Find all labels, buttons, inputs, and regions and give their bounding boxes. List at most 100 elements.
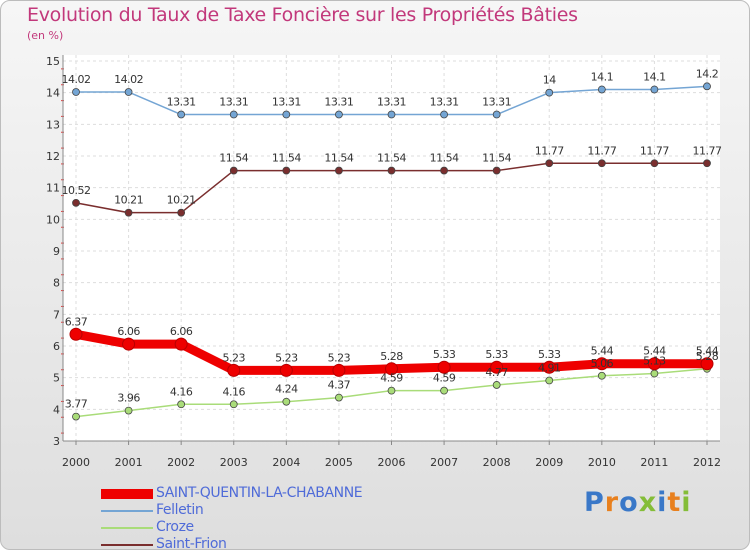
legend-label: SAINT-QUENTIN-LA-CHABANNE (156, 485, 363, 501)
data-point (227, 363, 241, 377)
data-label: 5.28 (380, 350, 403, 363)
data-point (492, 110, 501, 119)
data-label: 14.02 (62, 73, 91, 86)
data-label: 13.31 (482, 96, 511, 109)
data-label: 6.06 (117, 325, 140, 338)
data-point (72, 412, 80, 421)
data-label: 13.31 (377, 96, 406, 109)
brand-letter: t (667, 487, 682, 518)
data-label: 6.37 (65, 315, 88, 328)
data-label: 4.37 (328, 379, 351, 392)
legend-label: Saint-Frion (156, 536, 227, 550)
data-label: 6.06 (170, 325, 193, 338)
data-point (282, 166, 291, 175)
y-tick-label: 6 (53, 340, 60, 353)
x-tick-label: 2012 (693, 456, 721, 469)
data-label: 4.24 (275, 383, 298, 396)
y-tick-label: 9 (53, 245, 60, 258)
data-label: 5.33 (433, 348, 456, 361)
data-label: 11.54 (272, 152, 301, 165)
x-tick-label: 2001 (115, 456, 143, 469)
legend-swatch (101, 527, 153, 529)
data-label: 13.31 (272, 96, 301, 109)
data-point (597, 159, 606, 168)
data-point (282, 397, 291, 406)
x-tick-label: 2004 (272, 456, 300, 469)
data-point (177, 110, 186, 119)
data-point (490, 360, 504, 374)
data-label: 5.44 (591, 345, 614, 358)
x-tick-label: 2009 (535, 456, 563, 469)
data-point (595, 357, 609, 371)
data-point (229, 110, 238, 119)
data-label: 10.21 (114, 194, 143, 207)
data-label: 3.96 (117, 392, 140, 405)
data-label: 5.23 (328, 351, 351, 364)
y-tick-label: 13 (46, 118, 60, 131)
data-point (440, 166, 448, 175)
x-tick-label: 2000 (62, 456, 90, 469)
data-point (650, 85, 659, 94)
x-tick-label: 2010 (588, 456, 616, 469)
brand-letter: P (584, 487, 605, 518)
data-label: 11.54 (219, 152, 248, 165)
legend-label: Felletin (156, 502, 204, 518)
data-point (174, 337, 188, 351)
data-point (650, 159, 659, 168)
y-tick-label: 14 (46, 87, 60, 100)
x-tick-label: 2008 (483, 456, 511, 469)
data-label: 5.44 (643, 345, 666, 358)
data-point (229, 400, 238, 409)
data-label: 4.91 (538, 362, 561, 375)
data-label: 5.33 (538, 348, 561, 361)
y-tick-label: 3 (53, 435, 60, 448)
data-label: 14 (543, 74, 556, 87)
data-point (545, 159, 554, 168)
data-label: 5.06 (591, 357, 614, 370)
chart-title: Evolution du Taux de Taxe Foncière sur l… (27, 4, 578, 26)
data-point (597, 85, 606, 94)
data-label: 11.54 (430, 152, 459, 165)
data-point (282, 110, 291, 119)
data-label: 14.02 (114, 73, 143, 86)
data-point (440, 110, 448, 119)
data-point (122, 337, 136, 351)
data-point (650, 369, 659, 378)
data-point (72, 198, 80, 207)
data-point (647, 357, 661, 371)
data-label: 4.77 (485, 366, 508, 379)
data-point (332, 363, 346, 377)
y-tick-label: 11 (46, 182, 60, 195)
data-label: 13.31 (324, 96, 353, 109)
brand-logo: Proxiti (584, 487, 692, 518)
data-point (69, 327, 83, 341)
data-point (124, 88, 133, 96)
data-label: 13.31 (430, 96, 459, 109)
data-point (177, 208, 186, 217)
legend-label: Croze (156, 519, 194, 535)
data-label: 11.54 (377, 152, 406, 165)
x-tick-label: 2002 (167, 456, 195, 469)
data-point (72, 88, 80, 96)
data-point (229, 166, 238, 175)
y-tick-label: 12 (46, 150, 60, 163)
data-point (700, 357, 714, 371)
data-point (437, 360, 451, 374)
data-label: 10.52 (62, 184, 91, 197)
data-label: 14.1 (591, 71, 614, 84)
y-axis-unit: (en %) (27, 29, 64, 42)
data-point (440, 386, 448, 395)
y-tick-label: 8 (53, 277, 60, 290)
data-point (385, 362, 398, 376)
data-point (703, 159, 711, 168)
data-label: 4.16 (223, 385, 246, 398)
x-tick-label: 2006 (378, 456, 406, 469)
data-point (542, 360, 556, 374)
y-tick-label: 7 (53, 308, 60, 321)
data-label: 5.33 (485, 348, 508, 361)
data-point (335, 393, 343, 402)
legend-swatch (101, 510, 153, 512)
brand-letter: r (604, 487, 620, 518)
legend-swatch (101, 544, 153, 546)
